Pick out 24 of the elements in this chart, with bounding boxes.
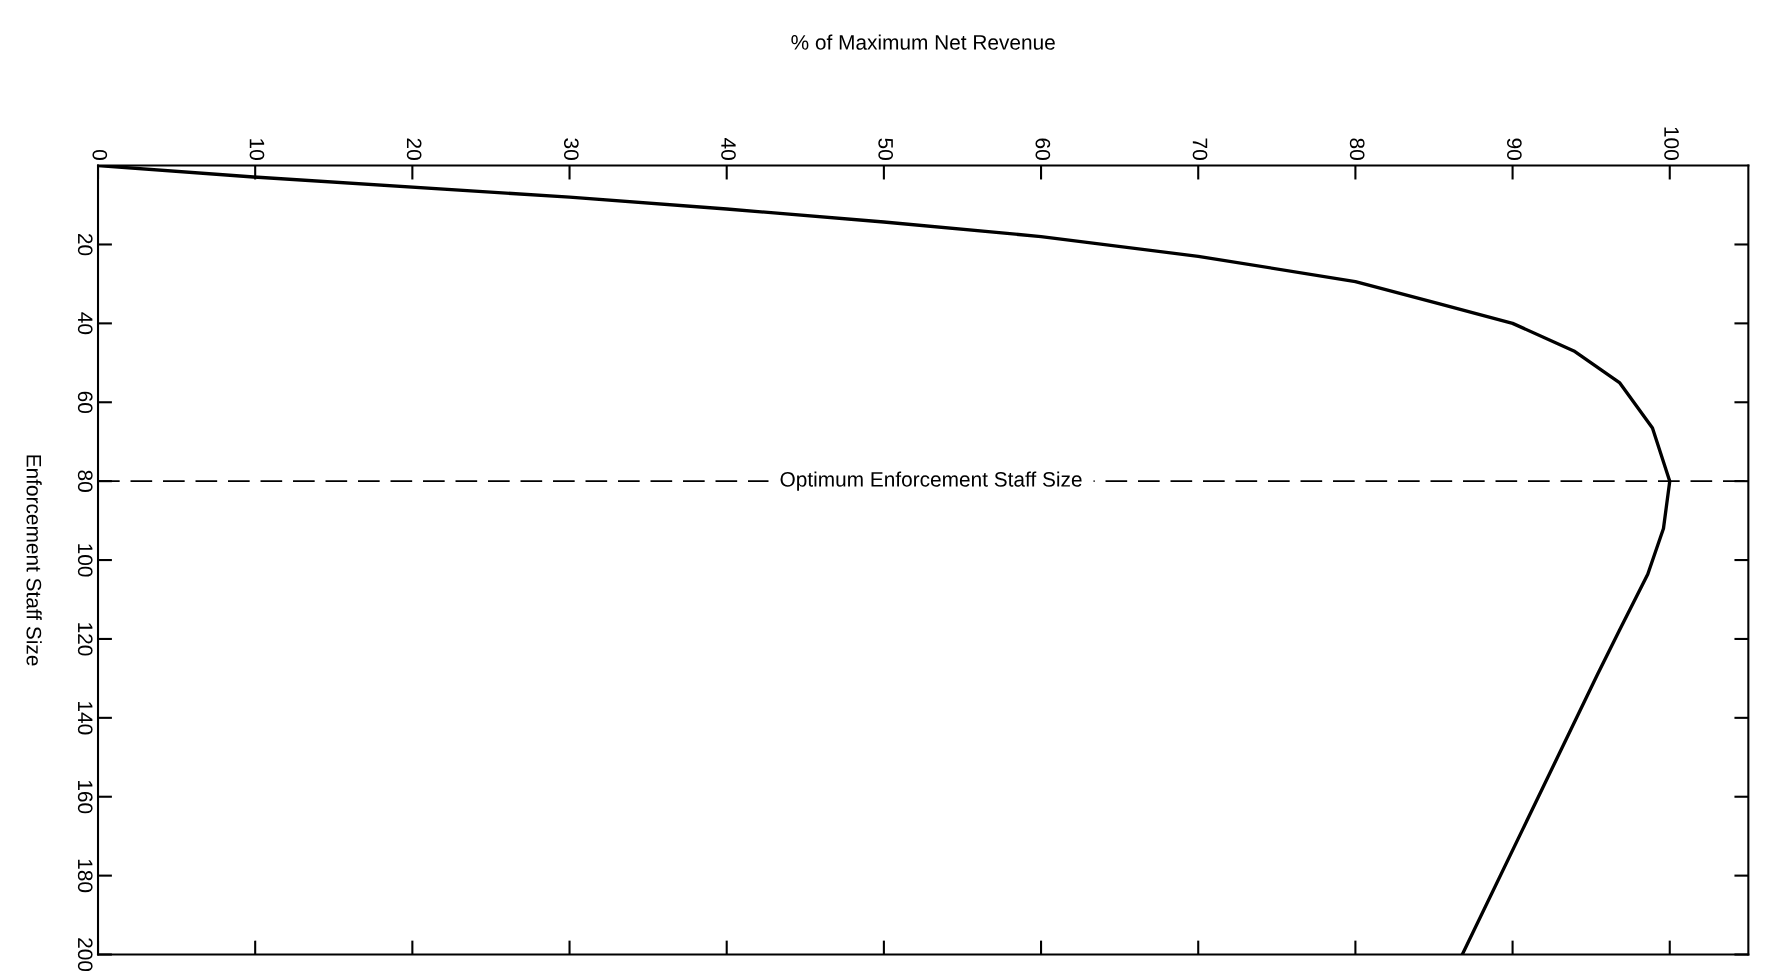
- x-tick-label: 80: [1349, 138, 1365, 160]
- x-tick-label: 50: [878, 138, 894, 160]
- y-tick-label: 120: [77, 623, 93, 656]
- x-tick-label: 20: [406, 138, 422, 160]
- y-tick-label: 80: [77, 470, 93, 492]
- y-tick-label: 160: [77, 780, 93, 814]
- y-tick-label: 200: [77, 938, 93, 972]
- x-tick-label: 70: [1192, 138, 1208, 160]
- y-tick-label: 60: [77, 391, 93, 414]
- x-tick-label: 0: [92, 149, 108, 160]
- x-tick-label: 90: [1506, 138, 1522, 160]
- x-tick-label: 30: [563, 138, 579, 160]
- y-tick-label: 100: [77, 544, 93, 577]
- y-tick-label: 20: [77, 233, 93, 256]
- y-tick-label: 40: [77, 312, 93, 335]
- x-tick-label: 10: [249, 139, 265, 160]
- y-tick-label: 180: [77, 859, 93, 893]
- x-tick-label: 60: [1035, 138, 1051, 160]
- ref-line-label: Optimum Enforcement Staff Size: [780, 471, 1082, 491]
- y-tick-label: 140: [77, 702, 93, 735]
- x-tick-label: 100: [1664, 127, 1679, 160]
- x-axis-title: % of Maximum Net Revenue: [791, 34, 1055, 50]
- y-axis-title: Enforcement Staff Size: [26, 455, 42, 666]
- x-tick-label: 40: [721, 138, 736, 160]
